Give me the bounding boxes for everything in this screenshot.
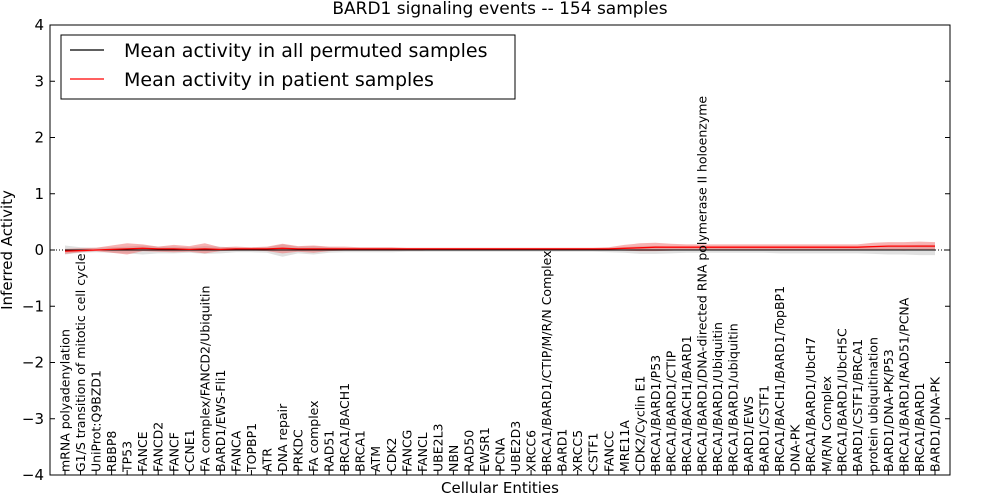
x-tick-label: EWSR1: [477, 427, 492, 472]
y-tick-label: 3: [34, 72, 44, 90]
x-tick-labels: mRNA polyadenylation G1/S transition of m…: [58, 96, 943, 473]
y-tick-label: 0: [34, 241, 44, 259]
legend-box: [60, 34, 516, 100]
x-tick-label: BRCA1/BARD1/CTIP/M/R/N Complex: [539, 250, 554, 472]
x-tick-label: BARD1/DNA-PK: [928, 376, 943, 472]
x-tick-label: BRCA1/BARD1/Ubiquitin: [710, 322, 725, 472]
x-tick-label: BARD1/DNA-PK/P53: [881, 349, 896, 472]
y-tick-label: −4: [22, 466, 44, 484]
x-tick-label: ATM: [368, 446, 383, 472]
x-tick-label: CSTF1: [586, 433, 601, 472]
x-tick-label: RAD51: [322, 430, 337, 472]
x-tick-label: RAD50: [461, 430, 476, 472]
x-tick-label: BRCA1/BARD1/DNA-directed RNA polymerase …: [695, 96, 710, 472]
x-tick-label: FANCG: [399, 430, 414, 472]
x-tick-label: BARD1: [555, 429, 570, 472]
legend-label-patient: Mean activity in patient samples: [124, 69, 434, 91]
y-tick-label: 2: [34, 129, 44, 147]
x-tick-label: mRNA polyadenylation: [58, 329, 73, 472]
x-tick-label: FANCE: [135, 431, 150, 472]
y-tick-label: −2: [22, 354, 44, 372]
x-tick-label: BARD1/EWS: [741, 396, 756, 472]
x-tick-label: BRCA1/BARD1/ubiquitin: [726, 323, 741, 472]
x-tick-label: BRCA1/BARD1/UbcH7: [803, 337, 818, 472]
x-tick-label: ATR: [260, 448, 275, 472]
y-tick-label: −3: [22, 410, 44, 428]
axes: −4 −3 −2 −1 0 1 2 3 4: [22, 16, 950, 484]
x-tick-label: BRCA1/BACH1/BARD1: [679, 335, 694, 472]
x-tick-label: G1/S transition of mitotic cell cycle: [73, 253, 88, 472]
y-tick-label: 1: [34, 185, 44, 203]
x-tick-label: BRCA1/BACH1: [337, 383, 352, 472]
x-tick-label: BRCA1/BARD1/RAD51/PCNA: [896, 297, 911, 472]
x-tick-label: FA complex/FANCD2/Ubiquitin: [197, 286, 212, 472]
x-tick-label: BRCA1/BARD1/UbcH5C: [834, 328, 849, 472]
x-tick-label: BARD1/CSTF1: [757, 385, 772, 472]
x-tick-label: BRCA1: [353, 430, 368, 472]
y-tick-label: −1: [22, 297, 44, 315]
x-tick-label: FANCC: [601, 430, 616, 472]
legend: Mean activity in all permuted samples Me…: [60, 34, 516, 100]
x-tick-label: NBN: [446, 445, 461, 472]
x-tick-label: BRCA1/BACH1/BARD1/TopBP1: [772, 286, 787, 472]
x-tick-label: FANCA: [228, 430, 243, 472]
x-tick-label: FANCF: [166, 432, 181, 472]
x-tick-label: TOPBP1: [244, 423, 259, 473]
x-tick-label: MRE11A: [617, 420, 632, 472]
x-tick-label: FANCD2: [151, 422, 166, 472]
series-line-1: [64, 245, 935, 252]
x-axis-label: Cellular Entities: [441, 479, 559, 497]
x-tick-label: BARD1/EWS-Fli1: [213, 370, 228, 472]
x-tick-label: DNA repair: [275, 403, 290, 472]
x-tick-label: M/R/N Complex: [819, 376, 834, 472]
x-tick-label: UBE2D3: [508, 421, 523, 472]
plot-area: [50, 241, 950, 257]
x-tick-label: UniProt:Q9BZD1: [89, 370, 104, 472]
x-tick-label: BARD1/CSTF1/BRCA1: [850, 339, 865, 472]
y-tick-label: 4: [34, 16, 44, 34]
x-tick-label: CDK2/Cyclin E1: [632, 376, 647, 472]
x-tick-label: FA complex: [306, 400, 321, 472]
x-tick-label: CCNE1: [182, 429, 197, 472]
x-tick-label: protein ubiquitination: [865, 337, 880, 472]
x-tick-label: BRCA1/BARD1/CTIP: [663, 350, 678, 472]
x-tick-label: FANCL: [415, 432, 430, 472]
x-tick-label: XRCC5: [570, 430, 585, 472]
x-tick-label: PCNA: [493, 437, 508, 472]
x-tick-label: CDK2: [384, 437, 399, 472]
x-tick-label: TP53: [120, 441, 135, 473]
x-tick-label: RBBP8: [104, 431, 119, 472]
band-1: [65, 241, 935, 255]
x-tick-label: DNA-PK: [788, 424, 803, 472]
x-tick-label: UBE2L3: [430, 424, 445, 473]
x-tick-label: XRCC6: [524, 430, 539, 472]
chart-title: BARD1 signaling events -- 154 samples: [332, 0, 667, 19]
legend-label-permuted: Mean activity in all permuted samples: [124, 40, 487, 62]
x-tick-label: PRKDC: [291, 429, 306, 472]
y-axis-label: Inferred Activity: [0, 190, 16, 310]
x-tick-label: BRCA1/BARD1/P53: [648, 355, 663, 472]
x-tick-label: BRCA1/BARD1: [912, 383, 927, 472]
